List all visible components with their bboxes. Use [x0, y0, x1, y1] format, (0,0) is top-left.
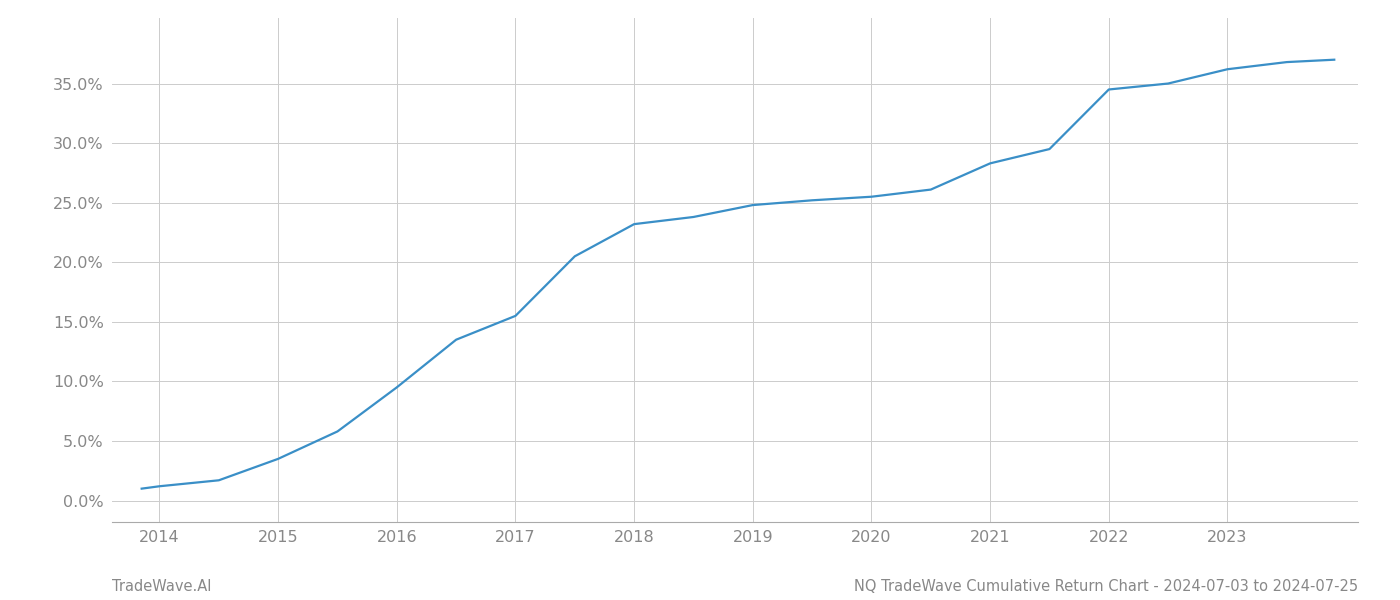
Text: TradeWave.AI: TradeWave.AI	[112, 579, 211, 594]
Text: NQ TradeWave Cumulative Return Chart - 2024-07-03 to 2024-07-25: NQ TradeWave Cumulative Return Chart - 2…	[854, 579, 1358, 594]
